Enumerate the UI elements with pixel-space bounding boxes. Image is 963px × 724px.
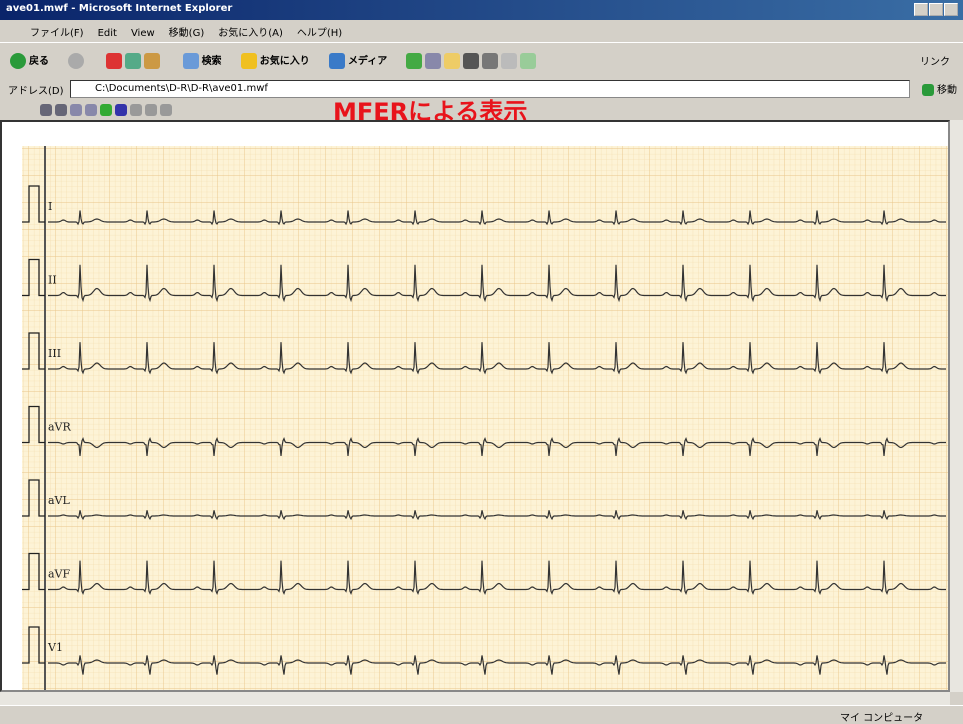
- status-bar: マイ コンピュータ: [0, 705, 963, 724]
- content-area: I II III aVR aVL aVF V1: [0, 120, 950, 692]
- title-bar: ave01.mwf - Microsoft Internet Explorer: [0, 0, 963, 20]
- favorites-label: お気に入り: [259, 56, 310, 67]
- back-label: 戻る: [29, 56, 49, 67]
- media-button[interactable]: メディア: [328, 53, 388, 69]
- close-button[interactable]: [944, 3, 958, 16]
- menu-item[interactable]: ファイル(F): [30, 28, 84, 39]
- calibration-pulse: [22, 258, 45, 297]
- favorites-button[interactable]: お気に入り: [240, 53, 310, 69]
- media-label: メディア: [347, 56, 388, 67]
- ecg-toolbar: [0, 102, 963, 120]
- address-bar: アドレス(D): [0, 78, 963, 100]
- search-label: 検索: [201, 56, 222, 67]
- search-button[interactable]: 検索: [182, 53, 222, 69]
- status-zone: マイ コンピュータ: [840, 713, 924, 724]
- menu-item[interactable]: ヘルプ(H): [296, 28, 343, 39]
- menu-item[interactable]: View: [130, 28, 155, 39]
- horizontal-scrollbar[interactable]: [0, 692, 950, 705]
- links-label[interactable]: リンク: [920, 57, 950, 68]
- window-title: ave01.mwf - Microsoft Internet Explorer: [6, 3, 233, 14]
- lead-label: II: [48, 274, 57, 287]
- toolbar: 戻る 検索 お気に入り メディア リンク: [0, 42, 963, 76]
- calibration-pulse: [22, 479, 45, 517]
- lead-label: aVR: [48, 421, 72, 434]
- menu-item[interactable]: 移動(G): [168, 28, 205, 39]
- calibration-pulse: [22, 332, 45, 370]
- calibration-pulse: [22, 405, 45, 444]
- lead-label: III: [48, 347, 61, 360]
- menu-item[interactable]: Edit: [97, 28, 117, 39]
- lead-label: aVF: [48, 568, 71, 581]
- calibration-pulse: [22, 552, 45, 591]
- ecg-trace: [48, 655, 946, 675]
- address-label: アドレス(D): [8, 86, 64, 97]
- extra-buttons[interactable]: [406, 53, 539, 69]
- lead-label: I: [48, 200, 52, 213]
- ecg-trace: [48, 210, 946, 226]
- stop-button[interactable]: [106, 53, 163, 69]
- ecg-trace: [48, 342, 946, 375]
- ecg-grid: [22, 146, 948, 690]
- ecg-trace: [48, 560, 946, 596]
- vertical-scrollbar[interactable]: [950, 120, 963, 692]
- address-input[interactable]: C:\Documents\D-R\D-R\ave01.mwf: [70, 80, 910, 98]
- calibration-pulse: [22, 185, 45, 223]
- minimize-button[interactable]: [914, 3, 928, 16]
- calibration-pulse: [22, 626, 45, 664]
- menu-bar: ファイル(F) Edit View 移動(G) お気に入り(A) ヘルプ(H): [0, 20, 963, 40]
- go-label: 移動: [937, 85, 957, 96]
- back-button[interactable]: 戻る: [10, 53, 49, 69]
- address-value: C:\Documents\D-R\D-R\ave01.mwf: [95, 83, 268, 94]
- forward-button[interactable]: [68, 53, 87, 69]
- lead-label: aVL: [48, 494, 71, 507]
- ecg-trace: [48, 510, 946, 521]
- ecg-trace: [48, 436, 946, 457]
- maximize-button[interactable]: [929, 3, 943, 16]
- lead-label: V1: [47, 641, 63, 654]
- menu-item[interactable]: お気に入り(A): [218, 28, 283, 39]
- go-button[interactable]: 移動: [922, 81, 957, 96]
- ecg-trace: [48, 264, 946, 303]
